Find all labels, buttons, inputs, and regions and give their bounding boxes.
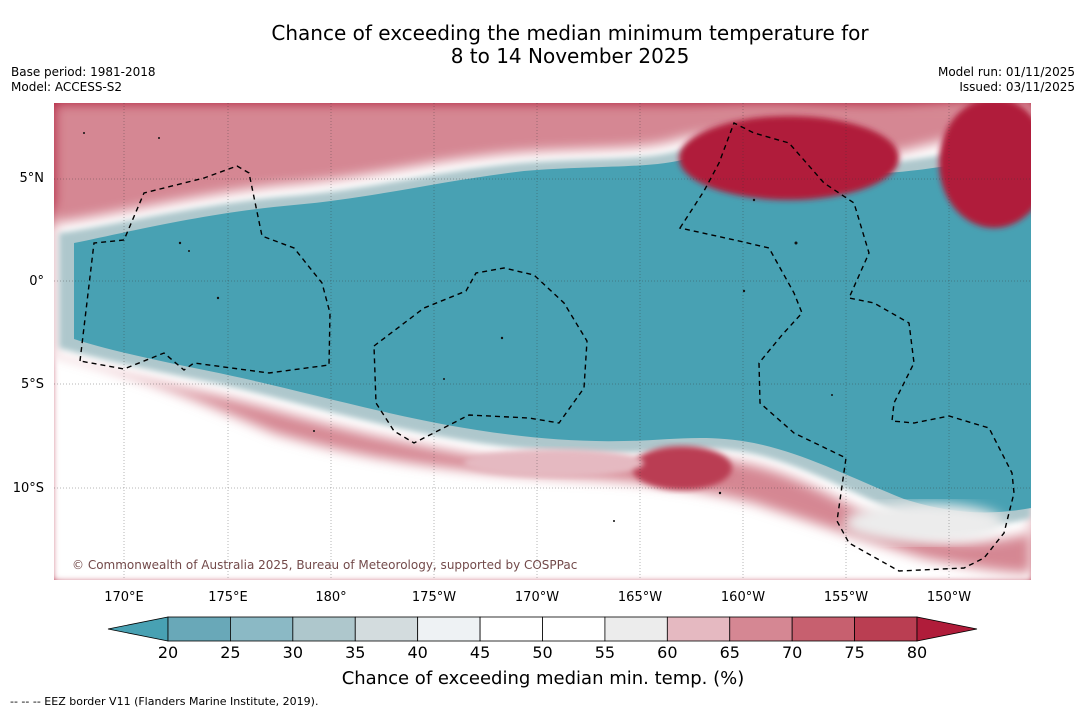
cool-region — [74, 153, 1031, 513]
lat-label-0: 0° — [29, 274, 44, 289]
colorbar-segment — [354, 616, 419, 642]
lon-label-155w: 155°W — [823, 590, 869, 605]
colorbar-segment — [417, 616, 481, 642]
colorbar-tick-label: 40 — [407, 643, 428, 662]
colorbar-tick-label: 45 — [469, 643, 491, 662]
colorbar-segment — [292, 616, 356, 642]
lon-label-175e: 175°E — [208, 590, 248, 605]
eez-kiribati-east — [678, 122, 1015, 572]
hot-blob-south — [632, 446, 732, 490]
forecast-map — [54, 103, 1031, 580]
colorbar-tick-label: 50 — [532, 643, 553, 662]
base-period: Base period: 1981-2018 — [11, 65, 156, 79]
colorbar-segment — [854, 616, 918, 642]
lon-label-165w: 165°W — [617, 590, 663, 605]
eez-footnote: -- -- -- EEZ border V11 (Flanders Marine… — [10, 695, 319, 708]
colorbar-tick-label: 30 — [282, 643, 303, 662]
colorbar-segment — [791, 616, 855, 642]
colorbar-segment — [666, 616, 731, 642]
chart-title-line1: Chance of exceeding the median minimum t… — [271, 21, 869, 45]
lat-label-5n: 5°N — [19, 171, 45, 186]
colorbar-tick-label: 55 — [594, 643, 616, 662]
lon-label-150w: 150°W — [926, 590, 972, 605]
colorbar-segments — [107, 616, 978, 642]
colorbar-extend-low — [107, 616, 169, 642]
colorbar-tick-label: 60 — [657, 643, 678, 662]
graticule — [54, 103, 1031, 580]
eez-kiribati-west — [79, 165, 331, 374]
lon-label-180: 180° — [315, 590, 347, 605]
lon-label-170w: 170°W — [514, 590, 560, 605]
colorbar-extend-high — [916, 616, 978, 642]
lon-label-160w: 160°W — [720, 590, 766, 605]
light-patch-southeast — [844, 503, 1004, 543]
lon-label-175w: 175°W — [411, 590, 457, 605]
colorbar-segment — [230, 616, 294, 642]
lon-label-170e: 170°E — [104, 590, 144, 605]
chart-title-line2: 8 to 14 November 2025 — [450, 44, 690, 68]
copyright-notice: © Commonwealth of Australia 2025, Bureau… — [72, 558, 578, 572]
lat-label-10s: 10°S — [12, 481, 44, 496]
colorbar-segment — [479, 616, 543, 642]
colorbar-segment — [167, 616, 231, 642]
colorbar-tick-label: 80 — [906, 643, 928, 662]
issued-date: Issued: 03/11/2025 — [959, 80, 1075, 94]
colorbar-tick-label: 20 — [157, 643, 179, 662]
eez-kiribati-central — [373, 267, 588, 444]
colorbar-tick-label: 35 — [345, 643, 366, 662]
islands — [83, 132, 833, 522]
colorbar-segment — [542, 616, 606, 642]
colorbar-tick-label: 70 — [781, 643, 803, 662]
hot-blob-east — [939, 103, 1031, 228]
colorbar-tick-label: 75 — [844, 643, 865, 662]
model-run: Model run: 01/11/2025 — [937, 65, 1075, 79]
colorbar-label: Chance of exceeding median min. temp. (%… — [341, 668, 745, 689]
colorbar-segment — [604, 616, 668, 642]
lat-label-5s: 5°S — [20, 377, 44, 392]
colorbar-tick-label: 65 — [719, 643, 740, 662]
eez-borders — [79, 122, 1015, 572]
model-name: Model: ACCESS-S2 — [11, 80, 123, 94]
light-patch-south — [464, 449, 644, 477]
hot-blob-north — [679, 116, 899, 200]
colorbar-segment — [729, 616, 793, 642]
colorbar-tick-label: 25 — [220, 643, 241, 662]
